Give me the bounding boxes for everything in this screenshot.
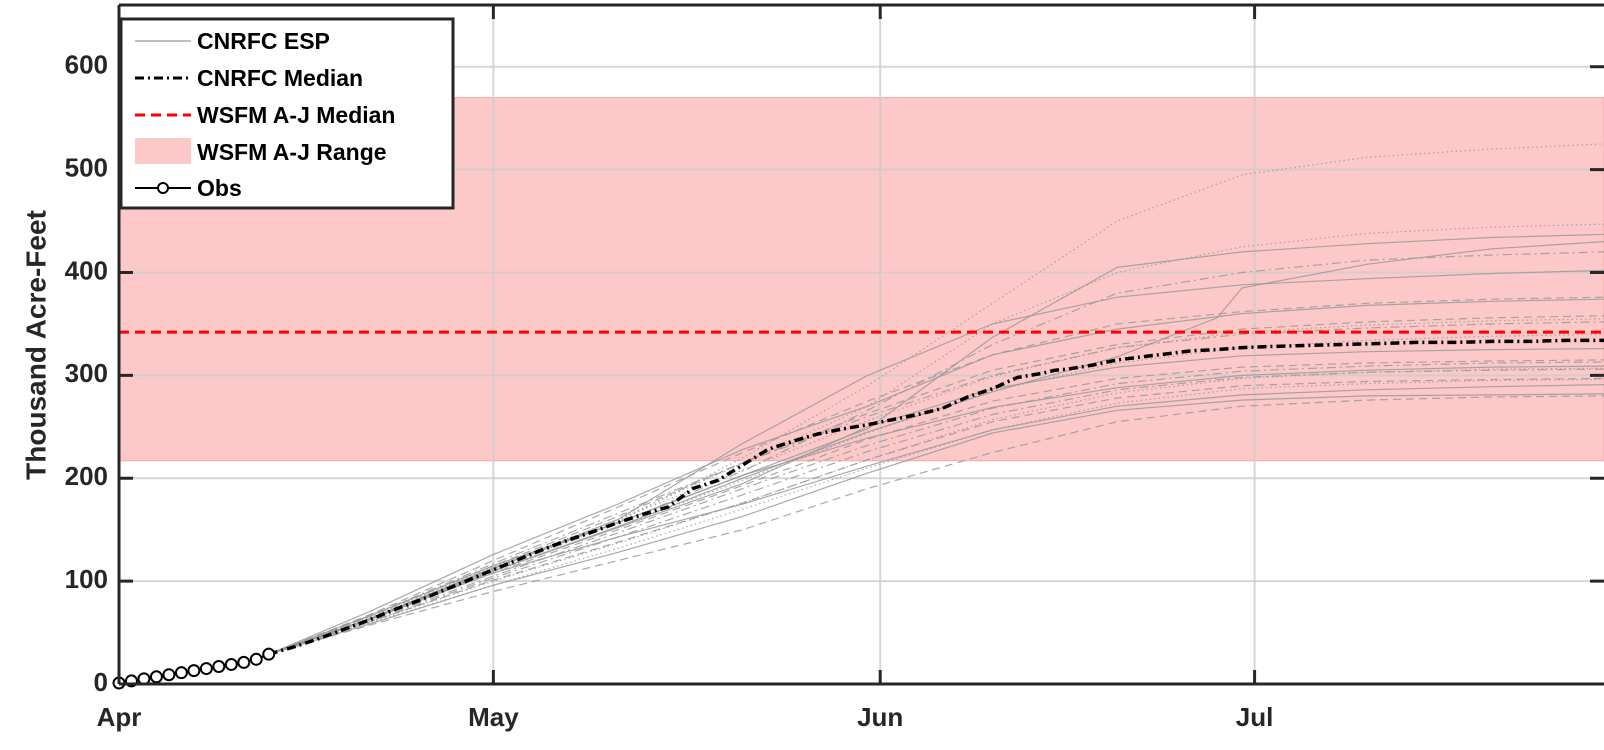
obs-point-11 [249, 652, 263, 666]
esp-trace-16 [268, 368, 1604, 655]
legend-label-esp: CNRFC ESP [197, 28, 330, 54]
obs-point-12 [262, 647, 276, 661]
y-tick-label-300: 300 [65, 358, 108, 388]
cnrfc-median-line [268, 338, 1604, 656]
x-tick-label-0: Apr [97, 702, 142, 732]
obs-point-4 [162, 668, 176, 682]
obs-point-6 [187, 664, 201, 678]
y-tick-label-0: 0 [94, 667, 108, 697]
esp-trace-3 [268, 269, 1604, 655]
legend-swatch-obs-marker [157, 182, 169, 194]
x-tick-label-2: Jun [857, 702, 903, 732]
esp-trace-6 [268, 241, 1604, 655]
legend-label-obs: Obs [197, 175, 242, 201]
esp-trace-10 [268, 359, 1604, 655]
esp-trace-15 [268, 361, 1604, 655]
legend-label-wsfm-median: WSFM A-J Median [197, 102, 395, 128]
esp-trace-5 [268, 298, 1604, 655]
obs-point-5 [174, 666, 188, 680]
x-tick-label-3: Jul [1236, 702, 1274, 732]
obs-point-8 [212, 660, 226, 674]
tick-labels-layer: 0 100 200 300 400 500 600 Apr May Jun Jul [65, 50, 1274, 732]
esp-trace-1 [268, 365, 1604, 655]
y-tick-label-200: 200 [65, 461, 108, 491]
esp-trace-20 [268, 318, 1604, 655]
legend: CNRFC ESP CNRFC Median WSFM A-J Median W… [119, 17, 455, 210]
legend-swatch-wsfm-range [135, 138, 191, 164]
esp-trace-11 [268, 315, 1604, 655]
esp-traces-layer [268, 143, 1604, 655]
y-tick-label-500: 500 [65, 152, 108, 182]
esp-trace-0 [268, 384, 1604, 655]
y-tick-label-400: 400 [65, 255, 108, 285]
median-lines-layer [119, 330, 1604, 656]
x-tick-label-1: May [468, 702, 519, 732]
esp-trace-7 [268, 233, 1604, 655]
esp-trace-21 [268, 378, 1604, 655]
y-axis-label: Thousand Acre-Feet [20, 210, 51, 480]
esp-trace-18 [268, 223, 1604, 655]
esp-trace-14 [268, 321, 1604, 655]
obs-point-3 [149, 670, 163, 684]
legend-label-cnrfc-median: CNRFC Median [197, 65, 363, 91]
y-tick-label-100: 100 [65, 564, 108, 594]
esp-trace-9 [268, 377, 1604, 655]
esp-trace-2 [268, 393, 1604, 655]
obs-point-9 [224, 657, 238, 671]
obs-point-10 [237, 655, 251, 669]
y-tick-label-600: 600 [65, 50, 108, 80]
esp-trace-8 [268, 395, 1604, 655]
legend-label-wsfm-range: WSFM A-J Range [197, 139, 387, 165]
obs-layer [112, 647, 276, 690]
grid-layer [119, 5, 1604, 684]
obs-point-7 [199, 662, 213, 676]
